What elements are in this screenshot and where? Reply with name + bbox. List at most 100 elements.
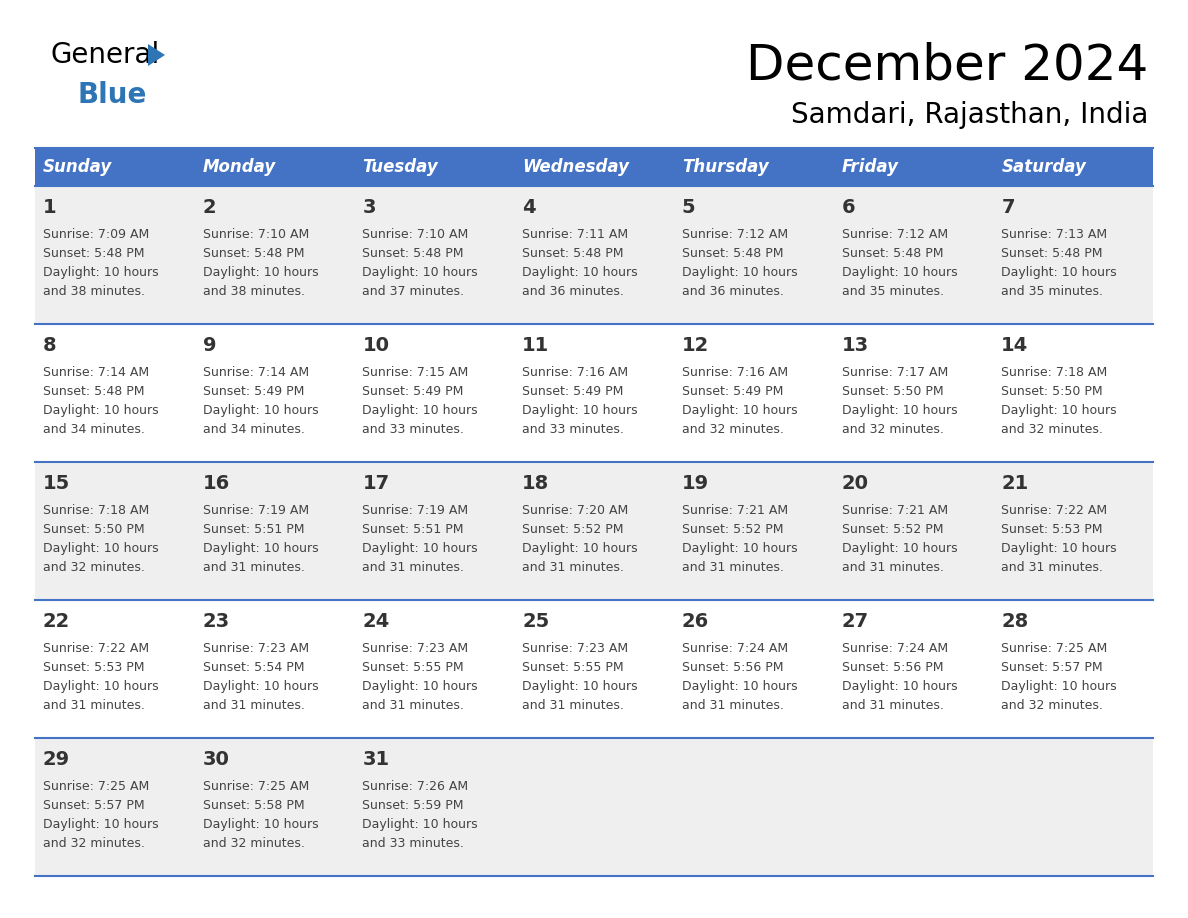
Text: Daylight: 10 hours: Daylight: 10 hours xyxy=(682,542,797,555)
Text: Sunday: Sunday xyxy=(43,158,112,176)
Text: and 33 minutes.: and 33 minutes. xyxy=(362,423,465,436)
Text: 26: 26 xyxy=(682,612,709,631)
Text: Sunset: 5:51 PM: Sunset: 5:51 PM xyxy=(362,523,465,536)
Text: Sunset: 5:51 PM: Sunset: 5:51 PM xyxy=(203,523,304,536)
Text: Daylight: 10 hours: Daylight: 10 hours xyxy=(203,542,318,555)
Text: Daylight: 10 hours: Daylight: 10 hours xyxy=(1001,542,1117,555)
Text: Sunrise: 7:16 AM: Sunrise: 7:16 AM xyxy=(682,366,788,379)
Text: Sunrise: 7:26 AM: Sunrise: 7:26 AM xyxy=(362,780,468,793)
Text: Daylight: 10 hours: Daylight: 10 hours xyxy=(362,266,478,279)
Text: 11: 11 xyxy=(523,336,549,355)
Text: Sunset: 5:53 PM: Sunset: 5:53 PM xyxy=(43,661,145,674)
Text: and 31 minutes.: and 31 minutes. xyxy=(523,699,624,712)
Text: 23: 23 xyxy=(203,612,229,631)
Text: Friday: Friday xyxy=(841,158,898,176)
Text: Sunrise: 7:22 AM: Sunrise: 7:22 AM xyxy=(43,642,150,655)
Text: Daylight: 10 hours: Daylight: 10 hours xyxy=(203,404,318,417)
Text: Sunrise: 7:13 AM: Sunrise: 7:13 AM xyxy=(1001,228,1107,241)
Text: 9: 9 xyxy=(203,336,216,355)
Text: Sunset: 5:48 PM: Sunset: 5:48 PM xyxy=(43,247,145,260)
Text: Daylight: 10 hours: Daylight: 10 hours xyxy=(841,542,958,555)
Text: Daylight: 10 hours: Daylight: 10 hours xyxy=(523,680,638,693)
Text: and 38 minutes.: and 38 minutes. xyxy=(203,285,304,298)
Text: Sunrise: 7:09 AM: Sunrise: 7:09 AM xyxy=(43,228,150,241)
Text: 27: 27 xyxy=(841,612,868,631)
Text: Daylight: 10 hours: Daylight: 10 hours xyxy=(362,680,478,693)
Text: Sunset: 5:56 PM: Sunset: 5:56 PM xyxy=(841,661,943,674)
Text: and 31 minutes.: and 31 minutes. xyxy=(682,561,784,574)
Text: and 31 minutes.: and 31 minutes. xyxy=(841,561,943,574)
Text: 20: 20 xyxy=(841,474,868,493)
Text: 22: 22 xyxy=(43,612,70,631)
Text: Sunrise: 7:23 AM: Sunrise: 7:23 AM xyxy=(203,642,309,655)
Text: Daylight: 10 hours: Daylight: 10 hours xyxy=(682,266,797,279)
Text: and 31 minutes.: and 31 minutes. xyxy=(682,699,784,712)
Text: 3: 3 xyxy=(362,198,375,217)
Text: and 33 minutes.: and 33 minutes. xyxy=(362,837,465,850)
Text: Sunset: 5:48 PM: Sunset: 5:48 PM xyxy=(203,247,304,260)
Text: 8: 8 xyxy=(43,336,57,355)
Text: and 36 minutes.: and 36 minutes. xyxy=(523,285,624,298)
Text: Sunset: 5:48 PM: Sunset: 5:48 PM xyxy=(43,385,145,398)
Text: Sunrise: 7:10 AM: Sunrise: 7:10 AM xyxy=(203,228,309,241)
Text: Sunrise: 7:18 AM: Sunrise: 7:18 AM xyxy=(1001,366,1107,379)
Text: Sunrise: 7:21 AM: Sunrise: 7:21 AM xyxy=(841,504,948,517)
Text: Daylight: 10 hours: Daylight: 10 hours xyxy=(43,818,159,831)
Bar xyxy=(34,738,1154,876)
Text: and 38 minutes.: and 38 minutes. xyxy=(43,285,145,298)
Text: 13: 13 xyxy=(841,336,868,355)
Bar xyxy=(34,600,1154,738)
Text: Daylight: 10 hours: Daylight: 10 hours xyxy=(203,680,318,693)
Text: Sunrise: 7:23 AM: Sunrise: 7:23 AM xyxy=(523,642,628,655)
Text: Daylight: 10 hours: Daylight: 10 hours xyxy=(1001,404,1117,417)
Text: 12: 12 xyxy=(682,336,709,355)
Text: and 34 minutes.: and 34 minutes. xyxy=(203,423,304,436)
Text: 25: 25 xyxy=(523,612,549,631)
Text: Daylight: 10 hours: Daylight: 10 hours xyxy=(203,818,318,831)
Text: and 32 minutes.: and 32 minutes. xyxy=(203,837,304,850)
Text: 15: 15 xyxy=(43,474,70,493)
Text: Sunrise: 7:11 AM: Sunrise: 7:11 AM xyxy=(523,228,628,241)
Text: Sunrise: 7:19 AM: Sunrise: 7:19 AM xyxy=(203,504,309,517)
Text: Sunrise: 7:14 AM: Sunrise: 7:14 AM xyxy=(203,366,309,379)
Text: and 37 minutes.: and 37 minutes. xyxy=(362,285,465,298)
Text: Sunset: 5:48 PM: Sunset: 5:48 PM xyxy=(362,247,465,260)
Text: Sunset: 5:55 PM: Sunset: 5:55 PM xyxy=(362,661,465,674)
Text: Sunset: 5:58 PM: Sunset: 5:58 PM xyxy=(203,799,304,812)
Text: Sunset: 5:49 PM: Sunset: 5:49 PM xyxy=(682,385,783,398)
Text: and 36 minutes.: and 36 minutes. xyxy=(682,285,784,298)
Text: Sunrise: 7:10 AM: Sunrise: 7:10 AM xyxy=(362,228,469,241)
Text: Sunrise: 7:18 AM: Sunrise: 7:18 AM xyxy=(43,504,150,517)
Text: Daylight: 10 hours: Daylight: 10 hours xyxy=(1001,680,1117,693)
Text: Daylight: 10 hours: Daylight: 10 hours xyxy=(841,404,958,417)
Text: Daylight: 10 hours: Daylight: 10 hours xyxy=(43,680,159,693)
Text: and 32 minutes.: and 32 minutes. xyxy=(43,561,145,574)
Text: 18: 18 xyxy=(523,474,549,493)
Text: Daylight: 10 hours: Daylight: 10 hours xyxy=(43,404,159,417)
Text: Sunrise: 7:19 AM: Sunrise: 7:19 AM xyxy=(362,504,468,517)
Text: Sunset: 5:48 PM: Sunset: 5:48 PM xyxy=(1001,247,1102,260)
Text: Daylight: 10 hours: Daylight: 10 hours xyxy=(43,542,159,555)
Text: Daylight: 10 hours: Daylight: 10 hours xyxy=(523,266,638,279)
Text: 1: 1 xyxy=(43,198,57,217)
Text: and 31 minutes.: and 31 minutes. xyxy=(841,699,943,712)
Text: Sunrise: 7:25 AM: Sunrise: 7:25 AM xyxy=(1001,642,1107,655)
Text: Sunrise: 7:21 AM: Sunrise: 7:21 AM xyxy=(682,504,788,517)
Text: Sunrise: 7:23 AM: Sunrise: 7:23 AM xyxy=(362,642,468,655)
Text: Saturday: Saturday xyxy=(1001,158,1086,176)
Text: Sunset: 5:54 PM: Sunset: 5:54 PM xyxy=(203,661,304,674)
Text: 14: 14 xyxy=(1001,336,1029,355)
Text: Sunset: 5:50 PM: Sunset: 5:50 PM xyxy=(43,523,145,536)
Text: and 31 minutes.: and 31 minutes. xyxy=(1001,561,1104,574)
Text: and 32 minutes.: and 32 minutes. xyxy=(43,837,145,850)
Bar xyxy=(34,186,1154,324)
Text: Sunrise: 7:12 AM: Sunrise: 7:12 AM xyxy=(841,228,948,241)
Text: Sunset: 5:48 PM: Sunset: 5:48 PM xyxy=(523,247,624,260)
Text: Sunset: 5:56 PM: Sunset: 5:56 PM xyxy=(682,661,783,674)
Text: and 32 minutes.: and 32 minutes. xyxy=(1001,699,1104,712)
Text: 2: 2 xyxy=(203,198,216,217)
Text: 4: 4 xyxy=(523,198,536,217)
Polygon shape xyxy=(148,44,165,66)
Text: 29: 29 xyxy=(43,750,70,769)
Text: and 31 minutes.: and 31 minutes. xyxy=(203,561,304,574)
